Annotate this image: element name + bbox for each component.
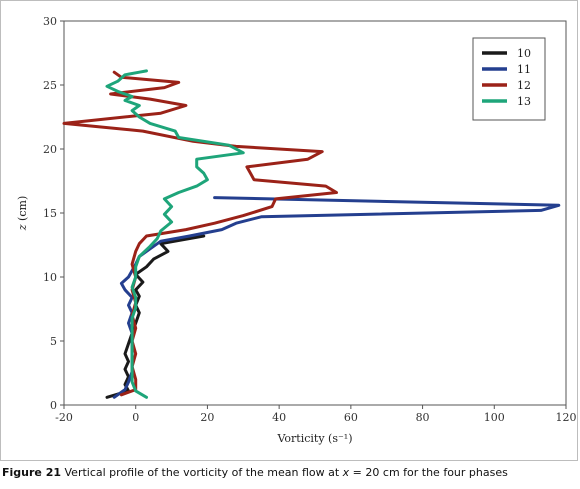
series-line-13: [105, 69, 245, 399]
y-tick-label: 0: [50, 399, 57, 412]
y-tick-label: 25: [43, 79, 57, 92]
caption-variable: x: [342, 466, 350, 479]
legend-label-11: 11: [517, 63, 531, 76]
y-tick-label: 10: [43, 271, 57, 284]
x-tick-label: -20: [55, 411, 73, 424]
x-tick-label: 20: [200, 411, 214, 424]
figure-caption: Figure 21 Vertical profile of the vortic…: [2, 466, 578, 479]
series-line-12: [62, 70, 338, 397]
x-tick-label: 100: [484, 411, 505, 424]
y-axis-title: z (cm): [16, 196, 29, 231]
y-tick-label: 20: [43, 143, 57, 156]
caption-text-after: = 20 cm for the four phases: [349, 466, 508, 479]
x-tick-label: 40: [272, 411, 286, 424]
x-axis-title: Vorticity (s⁻¹): [276, 432, 352, 445]
caption-text-before: Vertical profile of the vorticity of the…: [61, 466, 343, 479]
y-tick-label: 15: [43, 207, 57, 220]
x-tick-label: 120: [556, 411, 577, 424]
legend-label-12: 12: [517, 79, 531, 92]
chart: -20 0 20 40 60 80 100 120051015202530Vorticity …: [16, 15, 577, 445]
y-tick-label: 5: [50, 335, 57, 348]
x-tick-label: 80: [416, 411, 430, 424]
legend-label-13: 13: [517, 95, 531, 108]
series-line-10: [105, 234, 206, 399]
y-tick-label: 30: [43, 15, 57, 28]
x-tick-label: 60: [344, 411, 358, 424]
legend-box: [472, 37, 546, 121]
x-tick-label: 0: [132, 411, 139, 424]
series-line-11: [112, 196, 561, 399]
caption-label: Figure 21: [2, 466, 62, 479]
legend-label-10: 10: [517, 47, 531, 60]
